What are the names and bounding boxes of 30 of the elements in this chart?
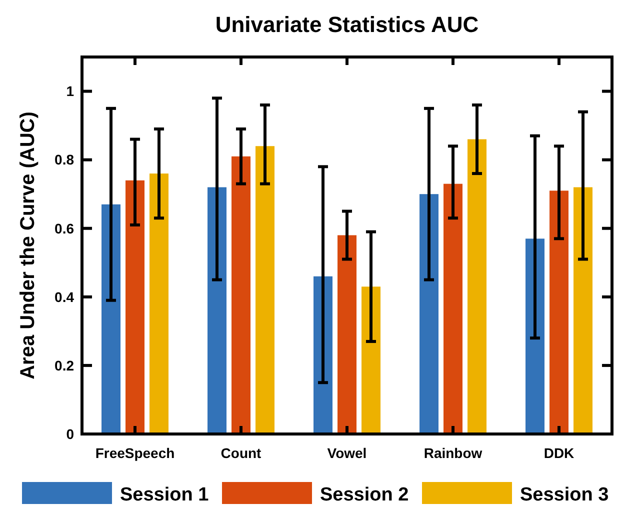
bar xyxy=(574,187,592,434)
x-tick-label: Rainbow xyxy=(424,445,482,461)
chart-title: Univariate Statistics AUC xyxy=(215,12,479,37)
bar xyxy=(468,139,486,434)
y-tick-label: 0.6 xyxy=(54,220,74,236)
bar xyxy=(102,204,120,434)
y-tick-label: 0 xyxy=(66,426,74,442)
bar xyxy=(362,286,380,434)
x-tick-label: DDK xyxy=(544,445,574,461)
bar xyxy=(420,194,438,434)
x-tick-label: Count xyxy=(220,445,262,461)
legend-label: Session 2 xyxy=(320,484,409,506)
x-tick-label: Vowel xyxy=(327,445,367,461)
legend-label: Session 1 xyxy=(120,484,210,506)
y-tick-label: 0.4 xyxy=(54,288,74,305)
bar xyxy=(338,235,356,434)
y-tick-label: 0.2 xyxy=(54,357,74,374)
legend-label: Session 3 xyxy=(520,484,609,506)
y-tick-label: 0.8 xyxy=(54,152,74,168)
y-axis-title: Area Under the Curve (AUC) xyxy=(17,112,39,380)
bar xyxy=(444,184,462,434)
bar xyxy=(126,180,144,434)
x-tick-label: FreeSpeech xyxy=(95,445,175,461)
bar xyxy=(526,238,544,434)
bar xyxy=(150,174,168,434)
bar xyxy=(256,146,274,434)
y-tick-label: 1 xyxy=(66,83,74,100)
bar xyxy=(208,187,226,434)
bar xyxy=(550,190,568,434)
bar xyxy=(232,156,250,434)
